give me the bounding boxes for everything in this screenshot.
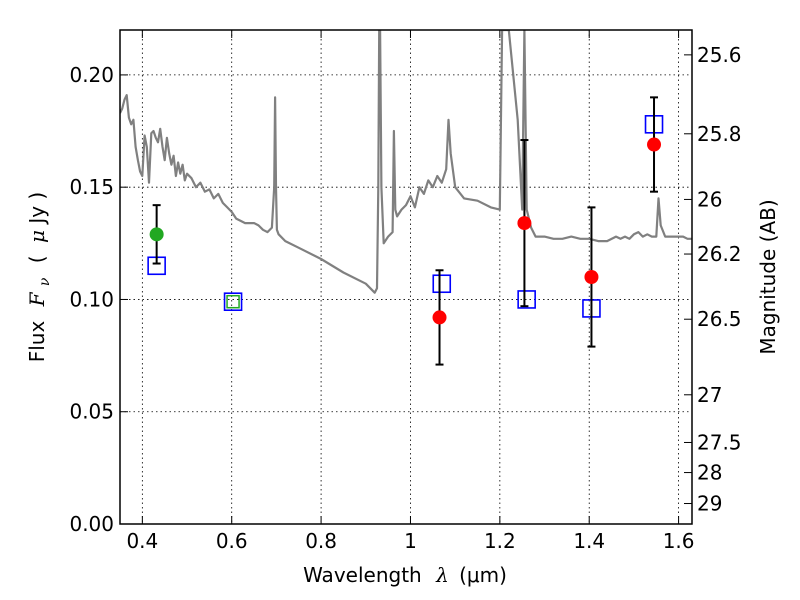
y-axis-label-subscript: ν [37,277,53,286]
model-box [432,274,452,294]
x-tick-label: 1 [404,529,417,553]
y-tick-label: 0.15 [69,175,114,199]
x-tick-label: 1.4 [573,529,605,553]
y-tick-label: 0.00 [69,512,114,536]
x-tick-label: 1.2 [484,529,516,553]
mag-tick-label: 26 [697,187,722,211]
y-axis-label-paren: ( [25,255,49,263]
y-axis-label-text: Flux [25,321,49,363]
x-tick-label: 0.4 [126,529,158,553]
mag-tick-label: 27 [697,383,722,407]
mag-tick-label: 25.8 [697,122,742,146]
y-axis-label-symbol: F [25,291,49,307]
mag-tick-label: 28 [697,461,722,485]
model-box-inner [226,294,240,309]
mag-tick-label: 26.5 [697,307,742,331]
y-axis-label-unit: Jy ) [25,192,49,226]
y-axis-label-mu: μ [25,230,49,243]
spectrum-line [120,30,692,294]
x-tick-label: 0.8 [305,529,337,553]
observed-point [517,216,532,231]
observed-point [432,310,447,325]
observed-point [149,227,164,242]
x-axis-label-unit: (μm) [459,563,507,587]
x-tick-label: 1.6 [663,529,695,553]
y-tick-label: 0.20 [69,63,114,87]
mag-tick-label: 25.6 [697,43,742,67]
mag-tick-label: 29 [697,492,722,516]
right-axis-label: Magnitude (AB) [756,199,780,354]
observed-point [647,137,662,152]
plot-area [120,30,692,366]
tick-layer: 0.4 0.6 0.8 1 1.2 1.4 1.6 0.00 0.05 0.10 0.15 0.20 2… [69,30,742,553]
y-tick-label: 0.10 [69,287,114,311]
y-tick-label: 0.05 [69,400,114,424]
plot-frame [119,29,693,525]
grid-layer [120,30,692,525]
model-box [517,290,536,309]
mag-tick-label: 26.2 [697,242,742,266]
mag-tick-label: 27.5 [697,430,742,454]
x-axis-label: Wavelength λ (μm) [303,563,507,587]
observed-point [584,270,599,284]
x-axis-label-text: Wavelength [303,563,422,587]
x-axis-label-symbol: λ [435,563,449,587]
y-axis-label: Flux F ν ( μ Jy ) [25,192,54,363]
x-tick-label: 0.6 [216,529,248,553]
model-box [223,292,243,312]
